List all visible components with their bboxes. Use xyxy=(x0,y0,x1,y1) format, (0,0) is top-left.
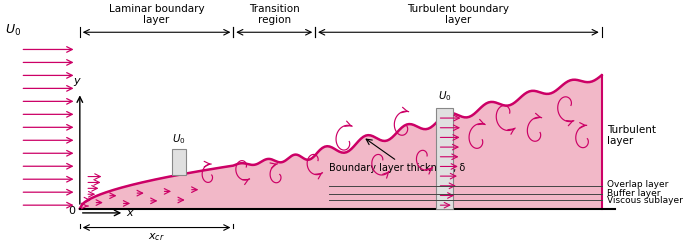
Text: $x_{cr}$: $x_{cr}$ xyxy=(148,231,165,243)
Text: Viscous sublayer: Viscous sublayer xyxy=(607,196,683,205)
Bar xyxy=(172,149,186,175)
Text: Overlap layer: Overlap layer xyxy=(607,180,668,189)
Polygon shape xyxy=(80,75,601,208)
Text: x: x xyxy=(126,208,133,218)
Text: $U_0$: $U_0$ xyxy=(172,132,186,146)
Text: 0: 0 xyxy=(69,206,76,216)
Text: Buffer layer: Buffer layer xyxy=(607,189,661,198)
Text: Turbulent boundary
layer: Turbulent boundary layer xyxy=(407,4,510,25)
Text: Laminar boundary
layer: Laminar boundary layer xyxy=(108,4,204,25)
Bar xyxy=(436,108,454,208)
Text: y: y xyxy=(73,76,80,86)
Text: Boundary layer thickness, δ: Boundary layer thickness, δ xyxy=(329,163,465,173)
Text: $U_0$: $U_0$ xyxy=(5,23,21,38)
Text: Turbulent
layer: Turbulent layer xyxy=(607,125,656,146)
Text: Transition
region: Transition region xyxy=(249,4,300,25)
Text: $U_0$: $U_0$ xyxy=(438,89,452,103)
